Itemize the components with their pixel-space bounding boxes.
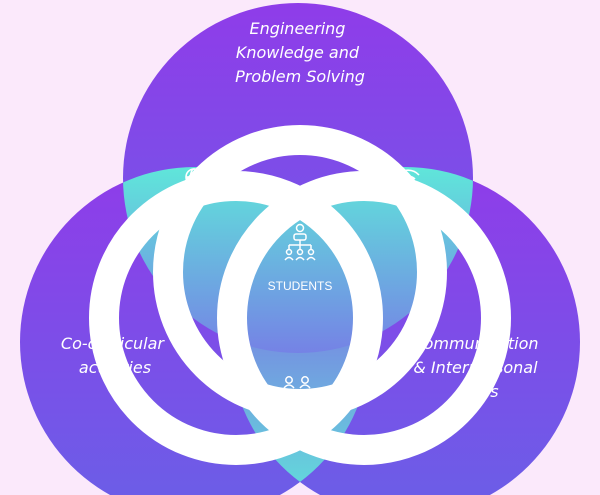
label-left: Co-curricular activities: [61, 334, 169, 377]
label-right-line-1: Communication: [412, 334, 538, 353]
peer-network-icon: [283, 376, 311, 407]
label-left-line-1: Co-curricular: [61, 334, 165, 353]
ring-left: [89, 171, 383, 465]
label-right-line-3: Skills: [457, 382, 498, 401]
broadcast-team-icon: [392, 169, 424, 204]
center-label: STUDENTS: [268, 279, 333, 293]
ring-right: [217, 171, 511, 465]
label-right-line-2: & Interpersonal: [413, 358, 538, 377]
label-top-line-1: Engineering: [249, 19, 345, 38]
label-top-line-3: Problem Solving: [235, 67, 365, 86]
label-top-line-2: Knowledge and: [236, 43, 360, 62]
student-hierarchy-icon: [284, 223, 316, 261]
label-top: Engineering Knowledge and Problem Solvin…: [235, 19, 365, 86]
label-right: Communication & Interpersonal Skills: [412, 334, 543, 401]
label-left-line-2: activities: [79, 358, 151, 377]
overlap-center: [230, 167, 370, 353]
global-team-icon: [178, 168, 210, 204]
